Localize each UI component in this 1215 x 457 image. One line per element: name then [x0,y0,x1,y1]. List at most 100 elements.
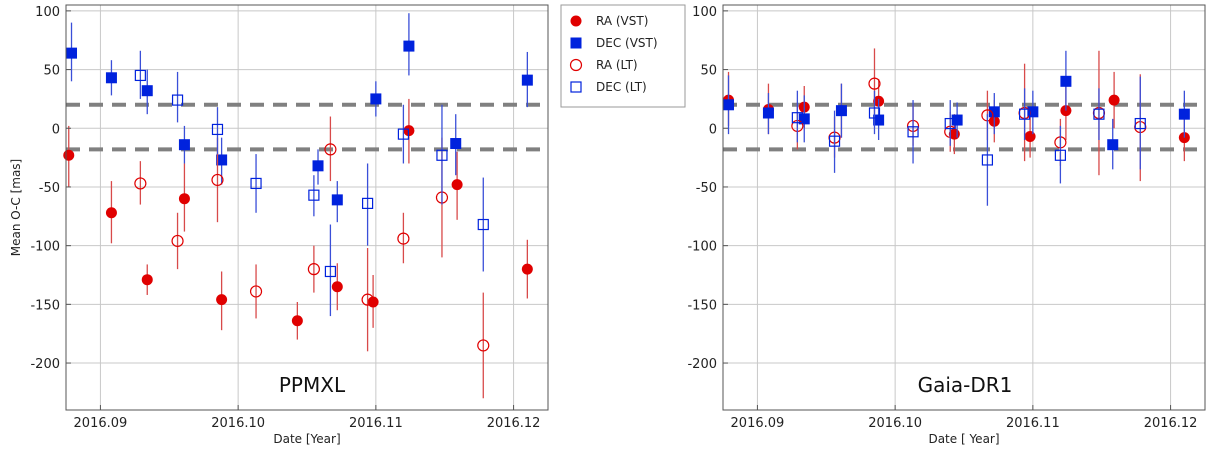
legend-marker [569,58,583,72]
data-point-dec-vst [141,85,153,97]
data-point-dec-lt [868,107,881,119]
legend-box [560,4,686,108]
data-point-dec-lt [397,128,409,140]
data-point-dec-vst [521,74,533,86]
data-point-ra-vst [105,207,117,219]
gaia-dr1-panel: -200 -150 -100 -50 0 50 100 2016.09 2016.10 2016.… [687,4,1206,446]
data-point-dec-vst [312,160,324,172]
data-point-dec-vst [1178,108,1190,120]
legend-entry-ra-lt: RA (LT) [569,58,638,72]
data-point-dec-lt [361,197,374,209]
data-point-ra-vst [216,294,228,306]
data-point-dec-vst [370,93,382,105]
y-tick-label: -150 [30,298,60,313]
data-point-dec-vst [178,139,190,151]
x-axis-label: Date [ Year] [928,432,999,446]
x-tick-label: 2016.09 [74,416,128,431]
legend-marker [570,81,582,93]
plot-area [723,5,1205,410]
data-point-ra-lt [171,234,184,248]
axes-frame [65,4,549,411]
data-point-dec-lt [436,149,448,161]
series-ra-lt [134,116,490,399]
x-tick-label: 2016.10 [868,416,922,431]
ppmxl-panel: -200 -150 -100 -50 0 50 100 2016.09 2016.10 2016.… [9,4,549,446]
data-point-dec-lt [211,123,224,136]
legend-marker [570,15,582,27]
data-point-dec-lt [171,94,184,106]
data-point-ra-vst [331,281,343,293]
data-point-dec-vst [1027,106,1039,118]
data-point-dec-lt [134,69,146,82]
data-point-dec-lt [477,218,489,231]
data-point-ra-lt [477,339,490,352]
legend-marker [570,37,582,49]
series-dec-vst [66,13,533,223]
y-tick-label: -50 [39,181,60,196]
x-axis-label: Date [Year] [273,432,340,446]
panel-label: PPMXL [279,373,346,397]
data-point-dec-vst [450,138,462,150]
data-point-dec-lt [1134,117,1146,130]
data-point-ra-lt [249,285,263,298]
data-point-ra-lt [397,232,410,245]
data-point-ra-vst [291,315,303,327]
data-point-dec-vst [762,107,774,119]
y-tick-label: 50 [43,64,60,79]
data-point-dec-lt [907,126,919,138]
legend-entry-dec-vst: DEC (VST) [570,36,658,50]
data-point-ra-lt [868,77,881,90]
data-point-ra-lt [324,143,337,156]
data-point-dec-vst [331,194,343,206]
axes-frame [722,4,1206,411]
data-point-dec-lt [308,189,320,201]
data-point-dec-lt [250,177,262,190]
y-tick-label: 0 [709,122,717,137]
data-point-dec-vst [723,99,735,111]
legend-label: RA (VST) [596,14,648,28]
data-point-dec-lt [1018,108,1031,120]
y-tick-label: -200 [687,357,717,372]
data-point-dec-vst [105,72,117,84]
data-point-dec-lt [1093,108,1105,120]
data-point-ra-vst [451,179,463,191]
y-tick-label: -100 [30,240,60,255]
data-point-dec-lt [791,112,803,124]
panel-label: Gaia-DR1 [918,373,1013,397]
data-point-dec-vst [66,47,78,59]
series-dec-vst [723,50,1190,170]
series-dec-lt [134,50,489,317]
x-tick-label: 2016.12 [1144,416,1198,431]
data-point-dec-vst [873,114,885,126]
x-tick-label: 2016.11 [349,416,403,431]
data-point-dec-lt [944,117,956,130]
legend-label: DEC (LT) [596,80,647,94]
legend: RA (VST) DEC (VST) RA (LT) DEC (LT) [560,4,686,108]
data-point-ra-vst [1108,94,1120,106]
y-tick-label: 100 [35,5,60,20]
data-point-ra-lt [361,293,374,306]
y-axis-label: Mean O-C [mas] [9,159,23,256]
data-point-ra-lt [211,173,224,187]
y-tick-label: -50 [696,181,717,196]
data-point-dec-vst [1060,75,1072,87]
data-point-dec-lt [981,154,994,166]
y-tick-label: 50 [700,64,717,79]
data-point-ra-vst [141,274,153,286]
y-tick-label: 0 [52,122,60,137]
x-tick-label: 2016.12 [487,416,541,431]
data-point-ra-vst [1024,130,1036,142]
data-point-dec-vst [835,105,847,117]
series-ra-vst [63,98,533,340]
x-tick-label: 2016.09 [731,416,785,431]
y-tick-label: -200 [30,357,60,372]
data-point-dec-vst [216,154,228,166]
data-point-dec-lt [1054,149,1067,161]
data-point-ra-vst [63,149,75,161]
data-point-dec-lt [324,265,337,278]
data-point-dec-vst [403,40,415,52]
y-tick-label: 100 [692,5,717,20]
data-point-ra-lt [134,177,147,190]
legend-entry-dec-lt: DEC (LT) [570,80,647,94]
